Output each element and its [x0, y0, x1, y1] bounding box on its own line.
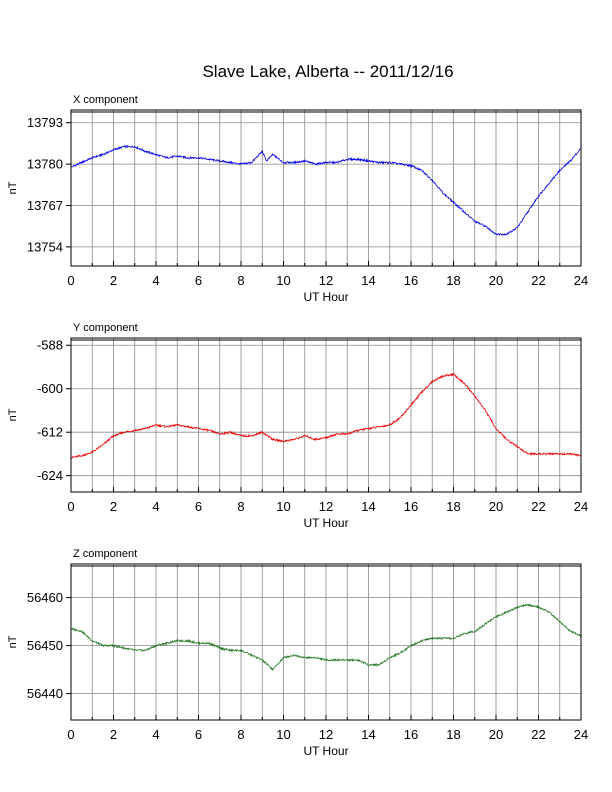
x-tick-label: 12	[319, 273, 333, 288]
x-tick-label: 4	[152, 727, 159, 742]
x-tick-label: 0	[67, 273, 74, 288]
x-tick-label: 14	[361, 273, 375, 288]
x-tick-label: 24	[574, 727, 588, 742]
x-tick-label: 18	[446, 499, 460, 514]
x-tick-label: 4	[152, 499, 159, 514]
x-tick-label: 20	[489, 273, 503, 288]
x-tick-label: 16	[404, 499, 418, 514]
data-series-line	[70, 144, 582, 237]
y-tick-label: 13767	[27, 198, 63, 213]
figure-title: Slave Lake, Alberta -- 2011/12/16	[202, 62, 453, 81]
x-tick-label: 6	[195, 727, 202, 742]
x-tick-label: 2	[110, 727, 117, 742]
x-tick-label: 22	[531, 727, 545, 742]
panels: 0 2 4 6 8 10 12 14 16 18 20 22 241375413767137801379…	[7, 94, 588, 758]
x-tick-label: 10	[276, 273, 290, 288]
x-axis-label: UT Hour	[303, 290, 348, 304]
x-tick-label: 10	[276, 499, 290, 514]
x-tick-label: 22	[531, 273, 545, 288]
x-tick-label: 8	[237, 727, 244, 742]
y-tick-label: 56460	[27, 590, 63, 605]
y-tick-label: 13793	[27, 115, 63, 130]
y-axis-label: nT	[7, 635, 19, 648]
x-tick-label: 14	[361, 727, 375, 742]
x-tick-label: 0	[67, 499, 74, 514]
x-tick-label: 6	[195, 273, 202, 288]
x-tick-label: 24	[574, 499, 588, 514]
x-tick-label: 18	[446, 727, 460, 742]
y-tick-label: -624	[37, 468, 63, 483]
y-tick-label: 13780	[27, 157, 63, 172]
panel-title: X component	[73, 94, 138, 106]
x-tick-label: 8	[237, 499, 244, 514]
y-tick-label: 56440	[27, 686, 63, 701]
y-axis-label: nT	[7, 181, 19, 194]
x-axis-label: UT Hour	[303, 516, 348, 530]
y-tick-label: -600	[37, 381, 63, 396]
x-tick-label: 20	[489, 499, 503, 514]
y-axis-label: nT	[7, 408, 19, 421]
x-tick-label: 22	[531, 499, 545, 514]
chart-panel-1: 0 2 4 6 8 10 12 14 16 18 20 22 241375413767137801379…	[7, 94, 588, 304]
x-tick-label: 12	[319, 499, 333, 514]
x-tick-label: 8	[237, 273, 244, 288]
x-tick-label: 2	[110, 273, 117, 288]
y-tick-label: -612	[37, 425, 63, 440]
panel-title: Z component	[73, 548, 137, 560]
x-tick-label: 16	[404, 273, 418, 288]
y-tick-label: 56450	[27, 638, 63, 653]
panel-title: Y component	[73, 322, 138, 334]
x-tick-label: 24	[574, 273, 588, 288]
y-tick-label: 13754	[27, 239, 63, 254]
x-tick-label: 10	[276, 727, 290, 742]
x-tick-label: 14	[361, 499, 375, 514]
x-tick-label: 18	[446, 273, 460, 288]
x-tick-label: 2	[110, 499, 117, 514]
x-tick-label: 16	[404, 727, 418, 742]
x-tick-label: 20	[489, 727, 503, 742]
x-tick-label: 0	[67, 727, 74, 742]
data-series-line	[70, 603, 582, 671]
x-tick-label: 12	[319, 727, 333, 742]
y-tick-label: -588	[37, 338, 63, 353]
x-tick-label: 6	[195, 499, 202, 514]
x-axis-label: UT Hour	[303, 744, 348, 758]
x-tick-label: 4	[152, 273, 159, 288]
data-series-line	[70, 372, 582, 459]
